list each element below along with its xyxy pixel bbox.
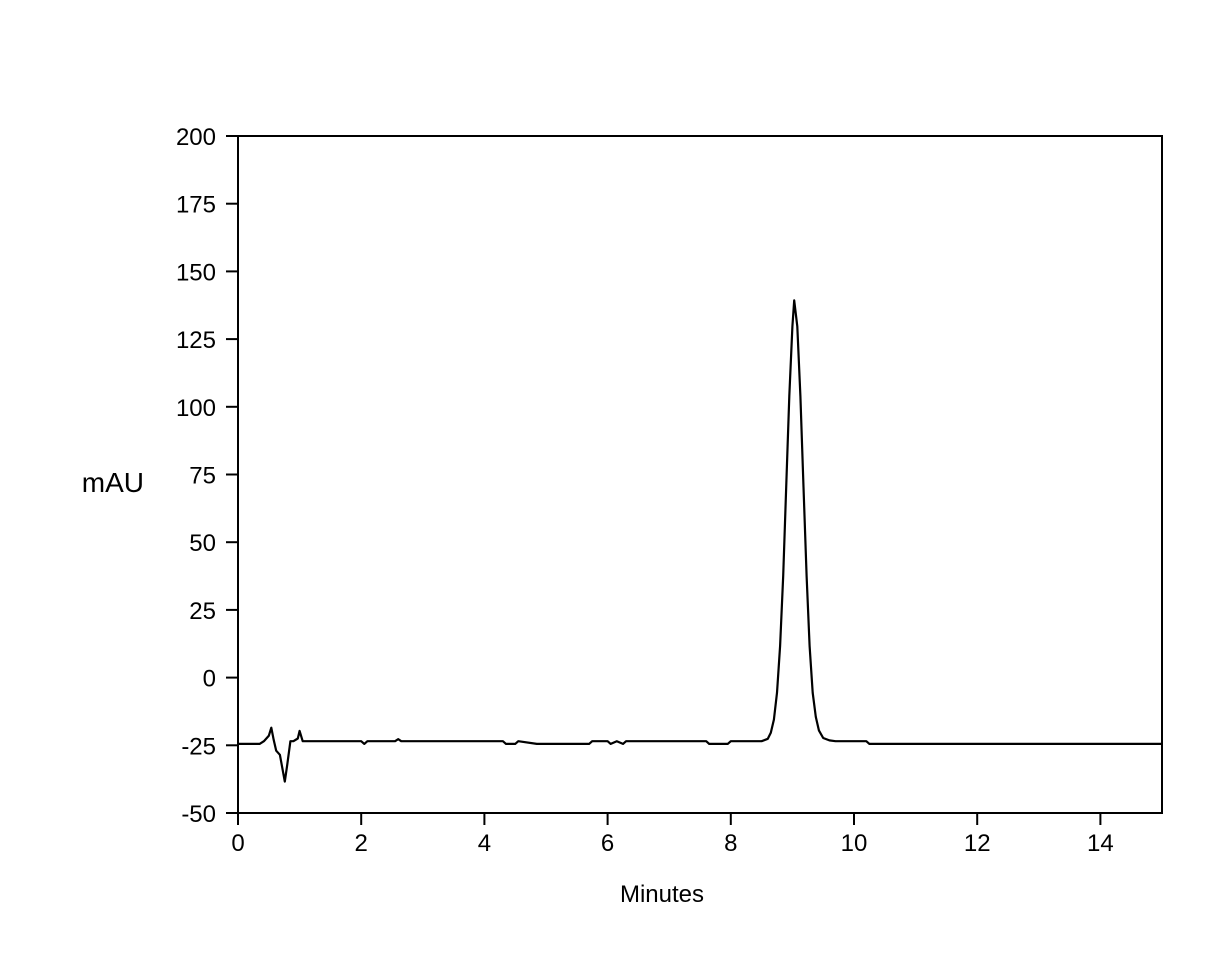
y-tick-label: 100: [176, 395, 216, 422]
x-tick-label: 12: [964, 830, 991, 857]
y-tick-label: -50: [181, 801, 216, 828]
y-tick-label: 25: [189, 598, 216, 625]
x-axis-label: Minutes: [620, 881, 704, 908]
x-tick-label: 4: [478, 830, 491, 857]
plot-frame: [237, 135, 1163, 814]
y-tick-label: 125: [176, 327, 216, 354]
y-tick-label: 150: [176, 259, 216, 286]
y-tick-label: 200: [176, 124, 216, 151]
series-line: [238, 299, 1162, 783]
y-tick-label: 175: [176, 192, 216, 219]
y-tick-label: 50: [189, 530, 216, 557]
y-tick-label: 0: [203, 666, 216, 693]
x-tick-label: 10: [841, 830, 868, 857]
y-tick-label: -25: [181, 733, 216, 760]
y-axis-label: mAU: [82, 467, 144, 498]
x-tick-label: 14: [1087, 830, 1114, 857]
x-tick-label: 6: [601, 830, 614, 857]
x-tick-label: 0: [231, 830, 244, 857]
x-tick-label: 2: [355, 830, 368, 857]
x-tick-label: 8: [724, 830, 737, 857]
y-tick-label: 75: [189, 463, 216, 490]
